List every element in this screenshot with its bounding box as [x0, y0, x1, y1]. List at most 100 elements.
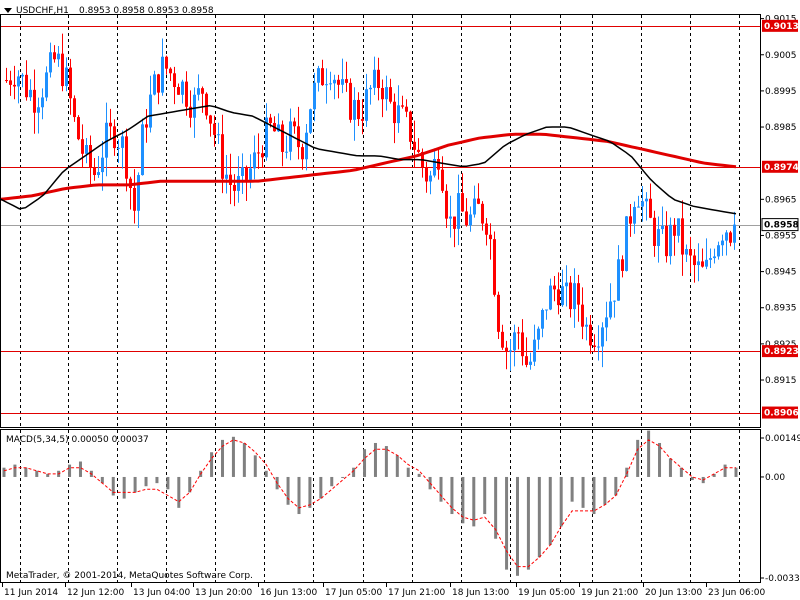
candle-body [585, 324, 588, 327]
candle-body [477, 198, 480, 204]
time-tick-label: 19 Jun 05:00 [518, 588, 575, 598]
macd-histogram-bar [537, 476, 541, 558]
candle-body [429, 175, 432, 182]
time-tick-label: 12 Jun 12:00 [67, 588, 124, 598]
time-tick-label: 17 Jun 05:00 [325, 588, 382, 598]
candle-body [41, 97, 44, 108]
time-tick-label: 19 Jun 21:00 [581, 588, 638, 598]
collapse-triangle-icon[interactable] [4, 8, 12, 13]
macd-tick-label: 0.00149 [765, 434, 800, 444]
candle-body [441, 169, 444, 191]
candle-body [473, 198, 476, 215]
candle-body [589, 324, 592, 346]
candle-body [261, 153, 264, 158]
macd-histogram-bar [133, 476, 137, 493]
macd-histogram-bar [734, 467, 738, 477]
macd-histogram-bar [559, 476, 563, 527]
candle-body [625, 216, 628, 271]
candle-body [29, 89, 32, 98]
ohlc-label: 0.8953 0.8958 0.8953 0.8958 [79, 6, 214, 16]
candle-body [717, 245, 720, 257]
candle-body [633, 206, 636, 224]
candle-body [497, 294, 500, 332]
candle-body [617, 259, 620, 301]
candle-body [549, 285, 552, 310]
candle-body [313, 82, 316, 110]
candle-body [457, 193, 460, 229]
level-price-tag [762, 345, 798, 358]
candle-body [469, 214, 472, 226]
candle-body [289, 121, 292, 152]
candle-body [353, 99, 356, 120]
macd-histogram-bar [581, 476, 585, 508]
candle-body [201, 88, 204, 94]
level-price-tag [762, 19, 798, 32]
candle-body [341, 79, 344, 85]
candle-body [249, 168, 252, 180]
candle-body [453, 216, 456, 229]
time-tick-label: 23 Jun 06:00 [708, 588, 765, 598]
candle-body [5, 80, 8, 82]
current-price-label: 0.8958 [764, 221, 799, 231]
candle-body [197, 88, 200, 95]
candle-body [561, 286, 564, 306]
macd-histogram-bar [210, 452, 214, 477]
candle-body [237, 175, 240, 191]
price-tick-label: 0.8995 [765, 87, 797, 97]
candle-body [233, 184, 236, 191]
level-price-tag [762, 406, 798, 419]
symbol-label: USDCHF,H1 [16, 6, 69, 16]
candle-body [209, 115, 212, 124]
candle-body [309, 109, 312, 133]
candle-body [417, 149, 420, 152]
candle-body [613, 300, 616, 302]
candlestick-series [5, 33, 736, 371]
candle-body [73, 98, 76, 118]
candle-body [713, 256, 716, 259]
copyright-label: MetaTrader, © 2001-2014, MetaQuotes Soft… [6, 571, 253, 581]
macd-histogram-bar [472, 476, 476, 527]
candle-body [241, 167, 244, 176]
candle-body [677, 218, 680, 236]
candle-body [321, 68, 324, 86]
macd-histogram-bar [483, 476, 487, 515]
candle-body [33, 89, 36, 113]
candle-body [65, 67, 68, 87]
candle-body [689, 249, 692, 256]
macd-histogram-bar [647, 430, 651, 477]
macd-signal-line [3, 439, 736, 568]
macd-histogram-bar [100, 476, 104, 484]
macd-histogram-bar [668, 458, 672, 477]
candle-body [381, 88, 384, 100]
macd-histogram-bar [570, 476, 574, 502]
price-tick-label: 0.8955 [765, 231, 797, 241]
candle-body [517, 332, 520, 334]
candle-body [109, 122, 112, 127]
candle-body [45, 72, 48, 98]
macd-histogram-bar [286, 476, 290, 505]
candle-body [569, 282, 572, 310]
candle-body [521, 332, 524, 357]
macd-histogram-bar [297, 476, 301, 515]
macd-histogram-bar [417, 473, 421, 477]
candle-body [153, 74, 156, 95]
candle-body [653, 217, 656, 246]
price-tick-label: 0.8965 [765, 195, 797, 205]
candle-body [673, 224, 676, 236]
candle-body [605, 317, 608, 328]
candle-body [173, 73, 176, 88]
candle-body [193, 94, 196, 118]
candle-body [685, 249, 688, 255]
macd-histogram-bar [658, 442, 662, 477]
candle-body [293, 121, 296, 127]
macd-histogram-bar [144, 476, 148, 487]
macd-histogram-bar [406, 467, 410, 477]
macd-histogram-bar [122, 476, 126, 499]
macd-histogram-bar [395, 455, 399, 477]
price-tick-label: 0.9015 [765, 15, 797, 25]
macd-histogram-bar [221, 439, 225, 477]
macd-histogram-bar [461, 476, 465, 524]
macd-histogram-bar [592, 476, 596, 515]
macd-histogram-bar [625, 467, 629, 477]
